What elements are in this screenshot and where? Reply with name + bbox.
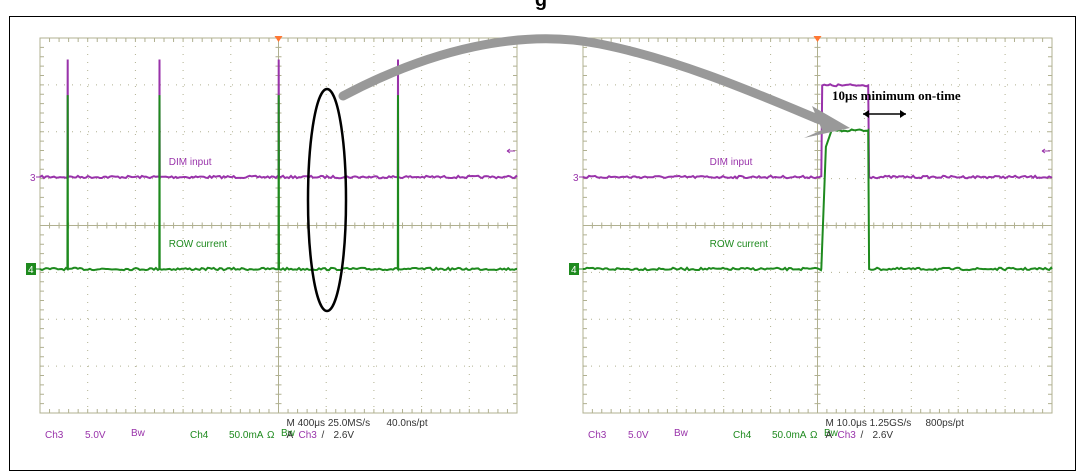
- readout-ch3-scale: 5.0V: [628, 430, 649, 441]
- series-label: DIM input: [710, 157, 753, 168]
- readout-sample-interval: 40.0ns/pt: [387, 418, 428, 429]
- series-label: ROW current: [710, 239, 769, 250]
- trigger-position-icon: [813, 36, 822, 42]
- readout-ch4-label: Ch4: [733, 430, 752, 441]
- trigger-position-icon: [274, 36, 283, 42]
- overlay-layer: 10μs minimum on-time: [306, 34, 961, 313]
- series-label: ROW current: [169, 239, 228, 250]
- readout-ch4-ohm: Ω: [267, 430, 275, 441]
- readout-trigger-slope: /: [861, 430, 864, 441]
- page-title: g: [534, 0, 548, 11]
- scope-right: DIM input ROW current 3 4 Ch3 5.0V Bw Ch4 50.0mA…: [569, 36, 1053, 441]
- readout-trigger-channel: Ch3: [299, 430, 318, 441]
- readout-trigger-a: A: [287, 430, 294, 441]
- readout-ch4-bw: Bw: [824, 428, 839, 439]
- span-right-arrowhead-icon: [900, 110, 906, 118]
- readout-trigger-slope: /: [322, 430, 325, 441]
- readout-ch4-label: Ch4: [190, 430, 209, 441]
- annotation-text: 10μs minimum on-time: [832, 88, 961, 103]
- trace-row-current: [39, 95, 518, 272]
- readout-ch4-ohm: Ω: [810, 430, 818, 441]
- readout-ch4-scale: 50.0mA: [772, 430, 807, 441]
- readout-timebase: M 400μs 25.0MS/s: [287, 418, 371, 429]
- figure-frame: [9, 16, 1076, 471]
- ch4-marker: 4: [28, 265, 34, 276]
- readout-trigger-channel: Ch3: [838, 430, 857, 441]
- readout-trigger-level: 2.6V: [334, 430, 355, 441]
- span-left-arrowhead-icon: [863, 110, 869, 118]
- ch4-marker-box: [26, 263, 36, 275]
- series-label: DIM input: [169, 157, 212, 168]
- readout-ch3-bw: Bw: [131, 428, 146, 439]
- grid: [582, 37, 1053, 414]
- ch4-marker-box: [569, 263, 579, 275]
- readout-ch3-label: Ch3: [588, 430, 607, 441]
- readout-trigger-level: 2.6V: [873, 430, 894, 441]
- curved-arrow-body: [338, 34, 825, 125]
- ch3-marker: 3: [573, 173, 579, 184]
- curved-arrow-head-icon: [804, 106, 850, 138]
- trace-dim-input: [582, 83, 1053, 180]
- highlight-ellipse: [306, 87, 348, 313]
- ch3-marker: 3: [30, 173, 36, 184]
- readout-ch3-label: Ch3: [45, 430, 64, 441]
- readout-trigger-a: A: [826, 430, 833, 441]
- readout-sample-interval: 800ps/pt: [926, 418, 965, 429]
- trigger-level-arrow-icon: [1041, 148, 1050, 154]
- trigger-level-arrow-icon: [506, 148, 515, 154]
- ch4-marker: 4: [571, 265, 577, 276]
- readout-ch4-scale: 50.0mA: [229, 430, 264, 441]
- readout-ch3-bw: Bw: [674, 428, 689, 439]
- readout-ch3-scale: 5.0V: [85, 430, 106, 441]
- scope-left: DIM input ROW current 3 4 Ch3 5.0V Bw Ch4 50.0mA…: [26, 36, 518, 441]
- readout-timebase: M 10.0μs 1.25GS/s: [826, 418, 912, 429]
- readout-ch4-bw: Bw: [281, 428, 296, 439]
- grid: [39, 37, 518, 414]
- trace-row-current: [582, 128, 1053, 272]
